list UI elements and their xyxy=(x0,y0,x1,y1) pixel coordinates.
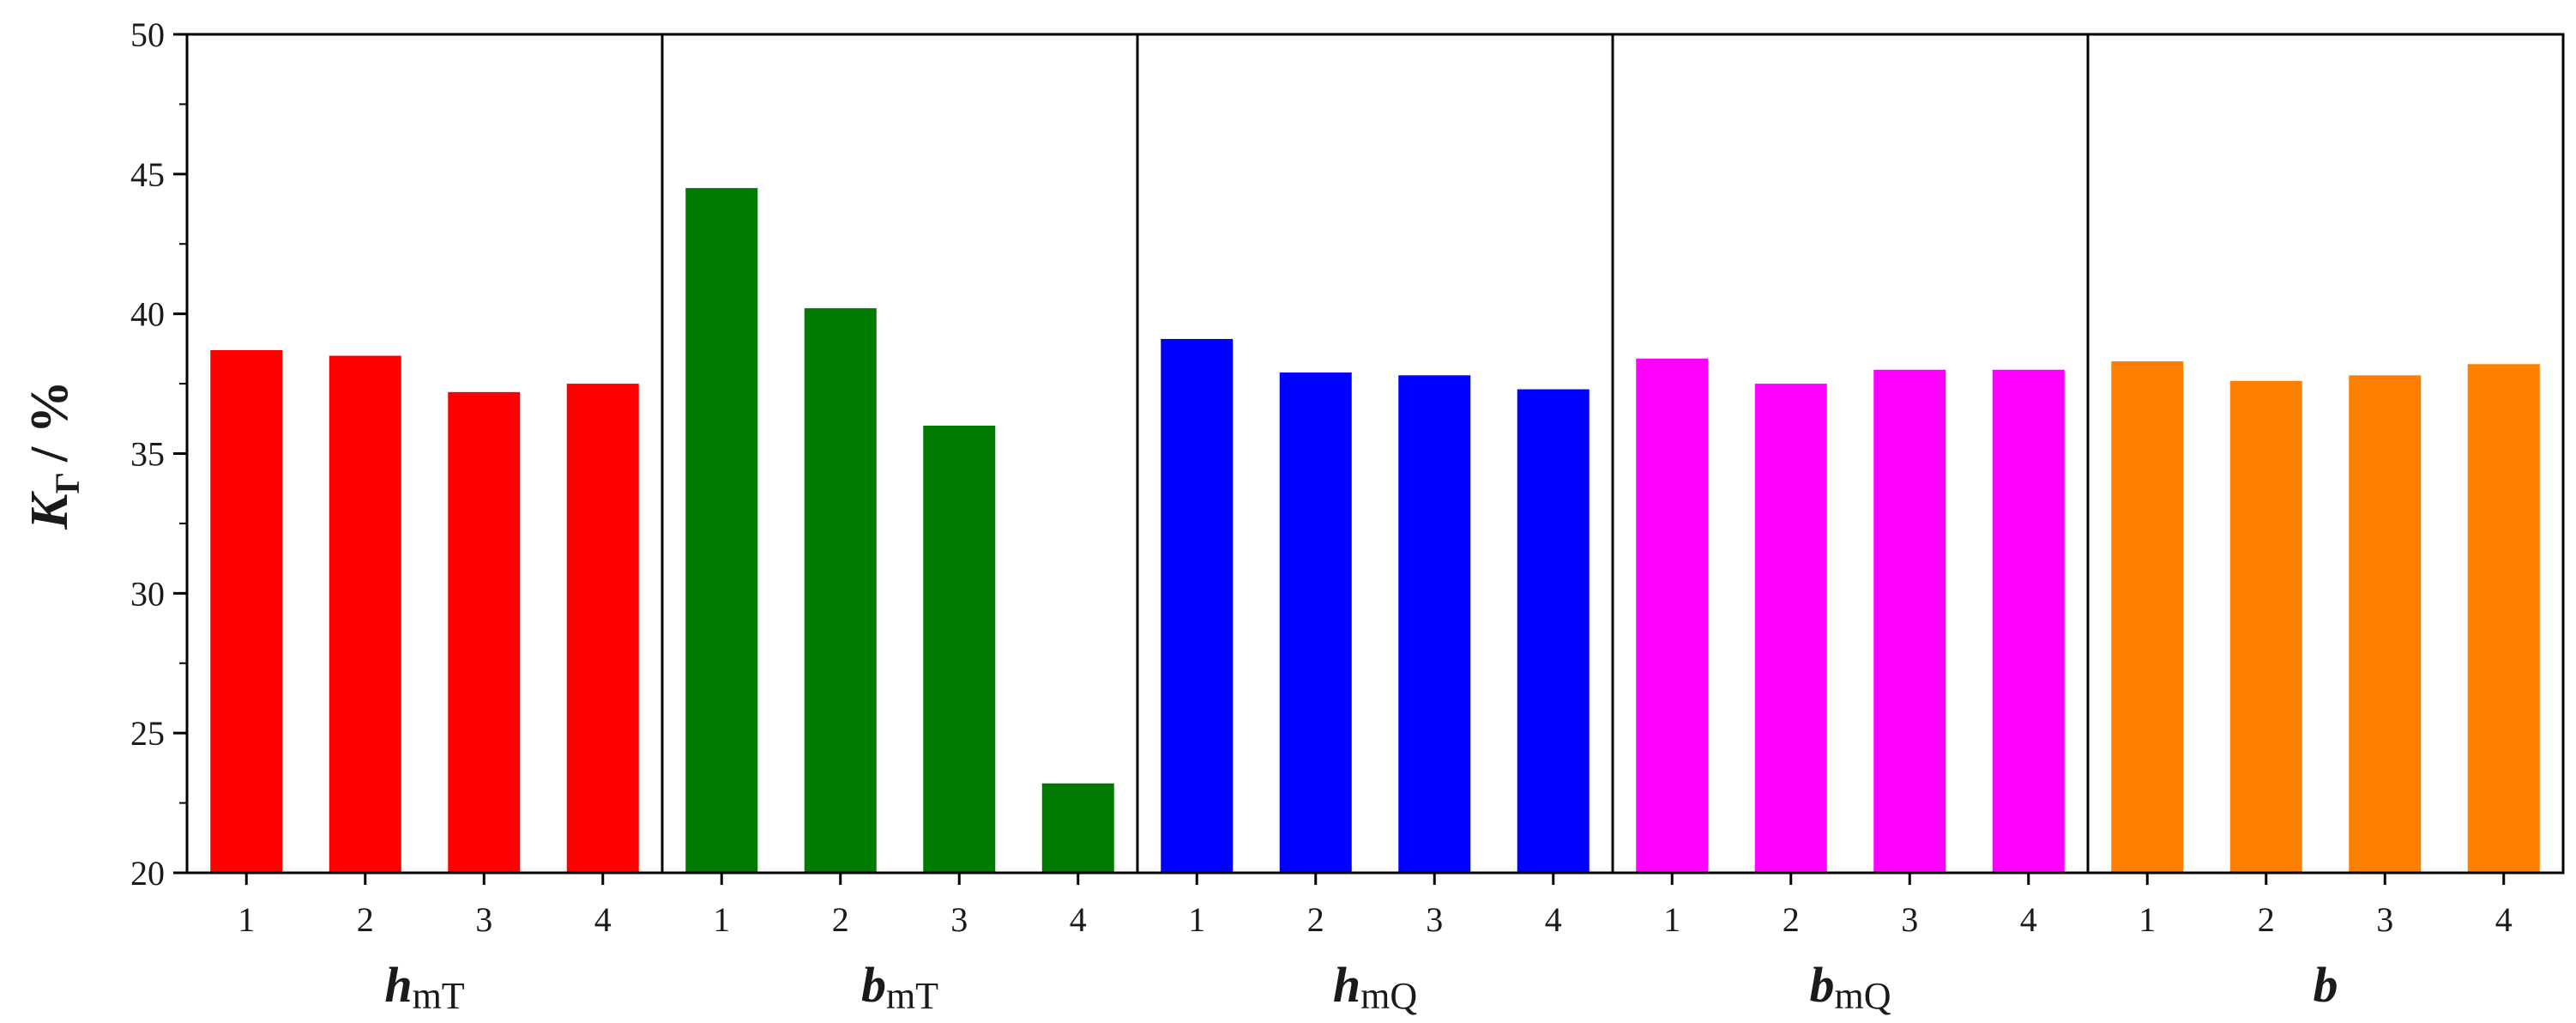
group-label-2: bmT xyxy=(861,957,938,1017)
bar-g1-3 xyxy=(448,391,521,873)
group-label-subscript: mQ xyxy=(1360,975,1417,1017)
group-label-3: hmQ xyxy=(1333,957,1417,1017)
x-tick-label-g3-3: 3 xyxy=(1426,900,1443,939)
x-tick-label-g4-2: 2 xyxy=(1783,900,1800,939)
group-label-variable: h xyxy=(1333,957,1360,1013)
y-axis-label-subscript: Γ xyxy=(48,472,87,493)
bar-g5-4 xyxy=(2467,364,2540,874)
x-tick-label-g1-4: 4 xyxy=(594,900,612,939)
bar-g3-3 xyxy=(1398,375,1471,873)
x-tick-label-g1-2: 2 xyxy=(357,900,374,939)
bar-g2-4 xyxy=(1041,783,1114,873)
x-tick-label-g5-1: 1 xyxy=(2139,900,2156,939)
bar-g3-4 xyxy=(1517,389,1590,873)
bars-layer xyxy=(210,188,2540,874)
group-label-subscript: mQ xyxy=(1835,975,1891,1017)
y-tick-label-30: 30 xyxy=(130,574,165,613)
axes-layer xyxy=(173,33,2565,885)
x-tick-label-g2-1: 1 xyxy=(713,900,730,939)
y-axis-label-unit: / % xyxy=(21,380,79,463)
group-label-variable: h xyxy=(384,957,412,1013)
bar-g1-4 xyxy=(566,384,639,873)
group-label-variable: b xyxy=(1810,957,1835,1013)
group-label-variable: b xyxy=(2314,957,2338,1013)
bar-g1-2 xyxy=(329,355,401,873)
y-tick-label-20: 20 xyxy=(130,854,165,893)
bar-g2-2 xyxy=(804,308,877,873)
x-tick-label-g5-2: 2 xyxy=(2258,900,2275,939)
bar-g4-3 xyxy=(1873,369,1946,873)
x-tick-label-g4-1: 1 xyxy=(1663,900,1680,939)
x-tick-label-g5-3: 3 xyxy=(2376,900,2393,939)
bar-g5-3 xyxy=(2349,375,2422,873)
x-tick-label-g3-2: 2 xyxy=(1307,900,1324,939)
group-label-subscript: mT xyxy=(413,975,465,1017)
plot-frame xyxy=(185,33,2565,875)
x-tick-label-g5-4: 4 xyxy=(2495,900,2513,939)
bar-g2-1 xyxy=(685,188,758,873)
bar-g4-2 xyxy=(1754,384,1827,873)
y-tick-label-50: 50 xyxy=(130,15,165,54)
y-axis-label-symbol: K xyxy=(21,491,79,530)
group-label-4: bmQ xyxy=(1810,957,1891,1017)
bar-g2-3 xyxy=(923,425,996,873)
bar-g4-4 xyxy=(1992,369,2065,873)
group-label-subscript: mT xyxy=(886,975,938,1017)
bar-g3-2 xyxy=(1279,372,1352,874)
group-label-1: hmT xyxy=(384,957,464,1017)
x-tick-label-g4-3: 3 xyxy=(1901,900,1918,939)
x-tick-label-g3-4: 4 xyxy=(1545,900,1562,939)
y-tick-label-25: 25 xyxy=(130,714,165,753)
bar-g4-1 xyxy=(1636,358,1709,874)
y-tick-label-40: 40 xyxy=(130,295,165,334)
x-tick-label-g3-1: 1 xyxy=(1188,900,1205,939)
y-axis-label: KΓ / % xyxy=(21,380,87,530)
x-tick-label-g2-3: 3 xyxy=(950,900,968,939)
bar-g5-2 xyxy=(2229,380,2302,873)
bar-g3-1 xyxy=(1161,338,1234,873)
y-tick-label-45: 45 xyxy=(130,155,165,194)
y-tick-label-35: 35 xyxy=(130,435,165,474)
bar-g1-1 xyxy=(210,350,283,874)
x-tick-label-g1-3: 3 xyxy=(475,900,492,939)
x-tick-label-g2-4: 4 xyxy=(1070,900,1087,939)
group-label-variable: b xyxy=(861,957,886,1013)
group-label-5: b xyxy=(2314,957,2338,1013)
x-tick-label-g4-4: 4 xyxy=(2020,900,2037,939)
bar-g5-1 xyxy=(2111,361,2184,873)
x-tick-label-g1-1: 1 xyxy=(238,900,255,939)
x-tick-label-g2-2: 2 xyxy=(832,900,849,939)
